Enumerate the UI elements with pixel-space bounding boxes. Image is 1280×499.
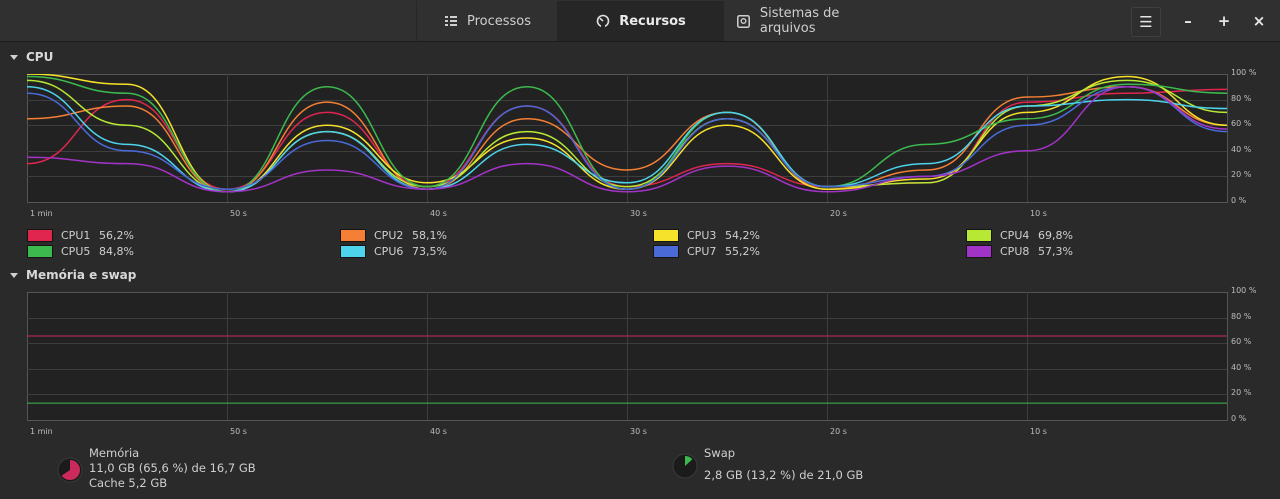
series-line-cpu8: [27, 86, 1228, 193]
x-tick-label: 20 s: [830, 427, 847, 436]
legend-value: 84,8%: [99, 244, 134, 258]
legend-name: CPU6: [374, 244, 404, 258]
legend-item-cpu8[interactable]: CPU8 57,3%: [966, 244, 1073, 258]
y-tick-label: 40 %: [1231, 362, 1252, 372]
header-bar: Processos Recursos Sistemas de arquivos …: [0, 0, 1280, 42]
y-tick-label: 60 %: [1231, 337, 1252, 347]
expander-icon: [10, 272, 18, 278]
legend-value: 57,3%: [1038, 244, 1073, 258]
cpu-graph: [27, 74, 1228, 203]
close-button[interactable]: ×: [1245, 7, 1273, 35]
legend-name: CPU8: [1000, 244, 1030, 258]
disk-icon: [736, 13, 752, 29]
legend-value: 54,2%: [725, 228, 760, 242]
legend-name: CPU3: [687, 228, 717, 242]
legend-swatch[interactable]: [340, 244, 366, 258]
cpu-section-header[interactable]: CPU: [10, 48, 53, 66]
maximize-icon: +: [1217, 12, 1231, 30]
x-tick-label: 1 min: [30, 209, 53, 218]
legend-item-cpu4[interactable]: CPU4 69,8%: [966, 228, 1073, 242]
y-tick-label: 0 %: [1231, 196, 1247, 205]
x-tick-label: 10 s: [1030, 209, 1047, 218]
memory-info: Memória 11,0 GB (65,6 %) de 16,7 GB Cach…: [89, 446, 256, 491]
legend-name: CPU1: [61, 228, 91, 242]
x-tick-label: 10 s: [1030, 427, 1047, 436]
y-tick-label: 20 %: [1231, 170, 1252, 180]
swap-info: Swap 2,8 GB (13,2 %) de 21,0 GB: [704, 446, 863, 483]
legend-item-cpu6[interactable]: CPU6 73,5%: [340, 244, 447, 258]
legend-item-cpu7[interactable]: CPU7 55,2%: [653, 244, 760, 258]
legend-value: 55,2%: [725, 244, 760, 258]
x-tick-label: 50 s: [230, 427, 247, 436]
x-tick-label: 1 min: [30, 427, 53, 436]
legend-item-cpu2[interactable]: CPU2 58,1%: [340, 228, 447, 242]
tab-processes-label: Processos: [466, 13, 532, 29]
tab-resources-label: Recursos: [619, 13, 686, 29]
legend-swatch[interactable]: [653, 228, 679, 242]
maximize-button[interactable]: +: [1210, 7, 1238, 35]
y-tick-label: 0 %: [1231, 414, 1247, 423]
series-line-cpu7: [27, 86, 1228, 190]
expander-icon: [10, 54, 18, 60]
legend-value: 58,1%: [412, 228, 447, 242]
memory-cache: Cache 5,2 GB: [89, 476, 168, 490]
y-tick-label: 80 %: [1231, 311, 1252, 321]
close-icon: ×: [1252, 12, 1266, 30]
legend-value: 69,8%: [1038, 228, 1073, 242]
legend-item-cpu3[interactable]: CPU3 54,2%: [653, 228, 760, 242]
legend-swatch[interactable]: [653, 244, 679, 258]
tab-filesystems-label: Sistemas de arquivos: [759, 6, 840, 36]
memory-label: Memória: [89, 446, 140, 460]
legend-name: CPU4: [1000, 228, 1030, 242]
legend-swatch[interactable]: [966, 244, 992, 258]
legend-name: CPU7: [687, 244, 717, 258]
x-tick-label: 40 s: [430, 209, 447, 218]
legend-swatch[interactable]: [340, 228, 366, 242]
memory-pie-icon: [57, 457, 83, 483]
y-tick-label: 40 %: [1231, 144, 1252, 154]
memory-graph: [27, 292, 1228, 421]
swap-pie-fill: [685, 456, 693, 466]
y-tick-label: 100 %: [1231, 68, 1257, 77]
legend-item-cpu1[interactable]: CPU1 56,2%: [27, 228, 134, 242]
swap-pie-icon: [672, 453, 698, 479]
swap-usage: 2,8 GB (13,2 %) de 21,0 GB: [704, 468, 864, 482]
memory-section-header[interactable]: Memória e swap: [10, 266, 136, 284]
y-tick-label: 100 %: [1231, 286, 1257, 295]
cpu-section-title: CPU: [26, 50, 54, 64]
x-tick-label: 30 s: [630, 209, 647, 218]
x-tick-label: 20 s: [830, 209, 847, 218]
minimize-button[interactable]: –: [1174, 7, 1202, 35]
legend-swatch[interactable]: [27, 228, 53, 242]
legend-swatch[interactable]: [966, 228, 992, 242]
legend-swatch[interactable]: [27, 244, 53, 258]
memory-pie-fill: [61, 460, 80, 480]
tab-filesystems[interactable]: Sistemas de arquivos: [723, 1, 898, 41]
legend-name: CPU2: [374, 228, 404, 242]
y-tick-label: 80 %: [1231, 93, 1252, 103]
x-tick-label: 50 s: [230, 209, 247, 218]
minimize-icon: –: [1184, 12, 1192, 30]
legend-item-cpu5[interactable]: CPU5 84,8%: [27, 244, 134, 258]
gauge-icon: [595, 13, 611, 29]
hamburger-icon: ☰: [1139, 13, 1153, 31]
legend-value: 73,5%: [412, 244, 447, 258]
swap-label: Swap: [704, 446, 736, 460]
tab-processes[interactable]: Processos: [416, 1, 557, 41]
memory-usage: 11,0 GB (65,6 %) de 16,7 GB: [89, 461, 256, 475]
y-tick-label: 20 %: [1231, 388, 1252, 398]
y-tick-label: 60 %: [1231, 119, 1252, 129]
x-tick-label: 30 s: [630, 427, 647, 436]
legend-name: CPU5: [61, 244, 91, 258]
tab-resources[interactable]: Recursos: [557, 1, 723, 41]
legend-value: 56,2%: [99, 228, 134, 242]
menu-button[interactable]: ☰: [1131, 7, 1161, 37]
x-tick-label: 40 s: [430, 427, 447, 436]
memory-section-title: Memória e swap: [26, 268, 137, 282]
list-icon: [443, 13, 459, 29]
